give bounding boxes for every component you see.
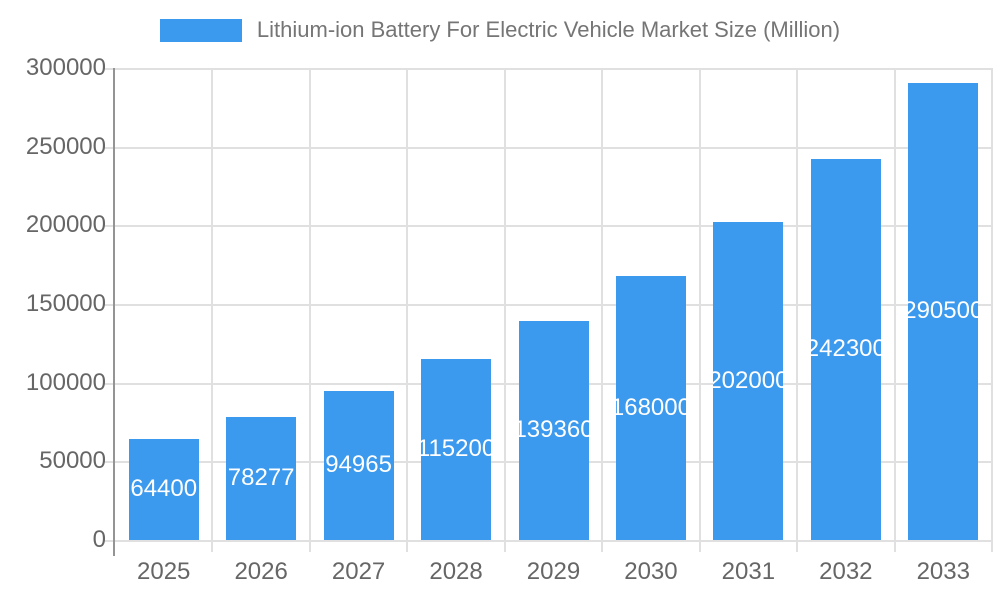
x-tick-label: 2027 [331,558,386,585]
x-tick-label: 2033 [916,558,970,585]
y-gridline [105,304,992,306]
y-tick-label: 300000 [25,54,106,81]
x-tick-label: 2028 [429,558,483,585]
bar-value-label: 64400 [130,475,198,503]
x-gridline [893,68,896,552]
bar-value-label: 290500 [908,297,979,325]
x-tick-label: 2026 [234,558,288,585]
bar-value-label: 115200 [421,435,492,463]
x-tick-label: 2032 [819,558,873,585]
bar-2026: 78277 [226,416,297,540]
bar-value-label: 78277 [227,464,295,492]
x-gridline [406,68,409,552]
x-tick-label: 2031 [721,558,776,585]
y-gridline [105,540,992,542]
y-gridline [105,225,992,228]
bar-value-label: 139360 [518,416,589,444]
chart-legend: Lithium-ion Battery For Electric Vehicle… [0,17,1000,43]
bar-2029: 139360 [518,320,589,540]
y-tick-label: 150000 [25,290,106,317]
bar-2031: 202000 [713,222,784,540]
legend-label: Lithium-ion Battery For Electric Vehicle… [256,17,841,42]
y-tick-label: 0 [92,526,106,553]
x-tick-label: 2025 [137,558,191,585]
plot-area: 64400 78277 94965 115200 139360 168000 202000 2… [105,68,993,556]
y-gridline [105,146,992,149]
bar-value-label: 202000 [713,367,784,395]
bar-value-label: 242300 [810,335,881,363]
x-gridline [308,68,311,552]
bar-2025: 64400 [128,438,199,540]
x-gridline [503,68,506,552]
bar-2033: 290500 [908,82,979,540]
x-tick-label: 2030 [624,558,678,585]
x-gridline [698,68,701,552]
bar-value-label: 168000 [615,393,686,421]
y-tick-label: 250000 [25,132,106,160]
bar-2027: 94965 [323,390,394,540]
y-axis-line [113,68,115,556]
x-gridline [211,68,214,552]
bar-value-label: 94965 [325,451,392,479]
x-gridline [796,68,799,552]
bar-2030: 168000 [615,275,686,540]
y-tick-label: 100000 [25,368,106,396]
legend-swatch [159,18,242,42]
x-gridline [991,68,993,552]
y-tick-label: 200000 [25,211,106,239]
bar-2028: 115200 [421,358,492,540]
y-tick-label: 50000 [39,447,106,475]
x-tick-label: 2029 [526,558,581,585]
bar-2032: 242300 [810,158,881,540]
y-gridline [105,68,992,70]
x-gridline [601,68,604,552]
